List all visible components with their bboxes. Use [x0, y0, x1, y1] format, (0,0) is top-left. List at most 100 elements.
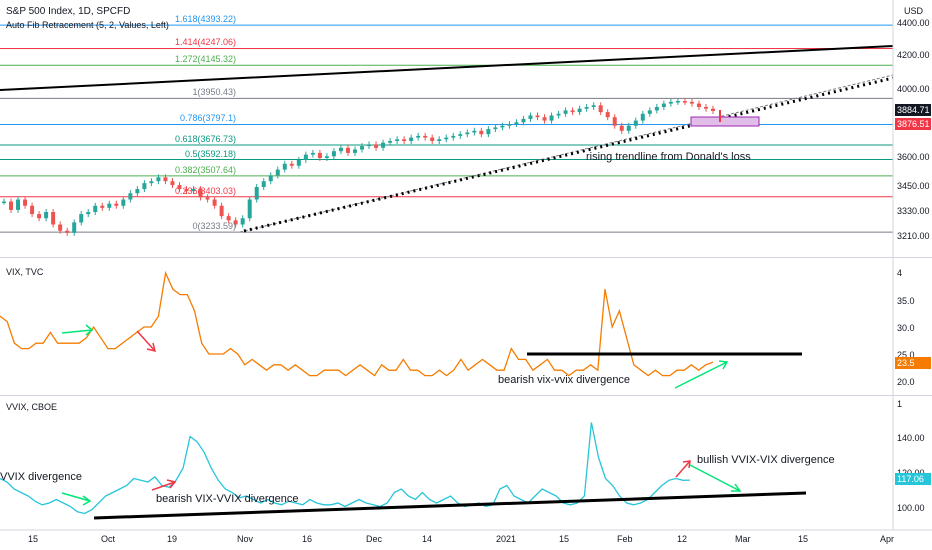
chart-title[interactable]: S&P 500 Index, 1D, SPCFD: [6, 6, 131, 17]
fib-label-5: 0.618(3676.73): [174, 133, 236, 144]
vix-annotations: [61, 324, 802, 389]
candle: [156, 177, 161, 182]
vix-red-arrow: [136, 330, 156, 352]
candle: [254, 187, 259, 200]
trendline-note[interactable]: rising trendline from Donald's loss: [586, 151, 751, 163]
candle: [23, 199, 28, 206]
candle: [261, 181, 266, 187]
vvix-support-line[interactable]: [93, 491, 807, 520]
vix-pane-title[interactable]: VIX, TVC: [6, 267, 44, 277]
vix-axis-label[interactable]: 20.0: [897, 377, 915, 387]
vvix-axis-label[interactable]: 1: [897, 399, 903, 409]
time-axis-label[interactable]: Nov: [237, 534, 254, 544]
vvix-bearish-note[interactable]: bearish VIX-VVIX divergence: [156, 493, 299, 505]
vvix-green-arrowhead-2: [731, 483, 742, 492]
candle: [331, 151, 336, 157]
indicator-label[interactable]: Auto Fib Retracement (5, 2, Values, Left…: [6, 20, 169, 30]
time-axis-label[interactable]: 15: [28, 534, 39, 544]
candle: [324, 156, 329, 158]
price-axis-label[interactable]: 4200.00: [897, 50, 930, 60]
price-axis-label[interactable]: 4000.00: [897, 84, 930, 94]
candle: [142, 183, 147, 190]
time-axis-label[interactable]: Oct: [101, 534, 116, 544]
time-axis-label[interactable]: 15: [798, 534, 809, 544]
long-trendline[interactable]: [0, 45, 894, 91]
candle: [107, 203, 112, 208]
candle: [542, 117, 547, 121]
vvix-axis-label[interactable]: 140.00: [897, 433, 925, 443]
candle: [268, 175, 273, 182]
candle: [549, 115, 554, 121]
candle: [626, 125, 631, 131]
vix-axis-label[interactable]: 4: [897, 268, 903, 278]
fib-label-0: 1.618(4393.22): [174, 14, 236, 25]
price-axis-label[interactable]: 3210.00: [897, 231, 930, 241]
candle: [598, 105, 603, 113]
time-axis-label[interactable]: 16: [302, 534, 313, 544]
time-axis-label[interactable]: 12: [677, 534, 688, 544]
pane-separator-1[interactable]: [0, 257, 932, 258]
candle: [345, 147, 350, 153]
time-axis-label[interactable]: Feb: [617, 534, 633, 544]
fib-label-4: 0.786(3797.1): [179, 113, 236, 124]
currency-label[interactable]: USD: [904, 6, 924, 16]
candle: [37, 214, 42, 219]
candle: [451, 135, 456, 138]
candle: [240, 218, 245, 225]
vvix-bullish-note[interactable]: bullish VVIX-VIX divergence: [697, 454, 835, 466]
vvix-green-arrow-2: [689, 464, 741, 492]
candle: [275, 169, 280, 176]
fib-label-6: 0.5(3592.18): [184, 148, 236, 159]
highlight-box[interactable]: [690, 116, 760, 127]
candle: [310, 152, 315, 155]
vvix-pane-title[interactable]: VVIX, CBOE: [6, 402, 58, 412]
vix-axis-label[interactable]: 35.0: [897, 296, 915, 306]
vix-axis-label[interactable]: 30.0: [897, 323, 915, 333]
candle: [338, 147, 343, 152]
time-axis-label[interactable]: 14: [422, 534, 433, 544]
vix-divergence-note[interactable]: bearish vix-vvix divergence: [498, 374, 631, 386]
price-axis-label[interactable]: 4400.00: [897, 18, 930, 28]
candle: [2, 201, 6, 204]
candle: [303, 154, 308, 160]
time-axis-label[interactable]: Apr: [880, 534, 895, 544]
candle: [577, 108, 582, 113]
candle: [696, 103, 701, 107]
price-axis-label[interactable]: 3600.00: [897, 152, 930, 162]
candle: [619, 125, 624, 131]
price-axis-label[interactable]: 3330.00: [897, 206, 930, 216]
candle: [205, 197, 210, 200]
candle: [633, 120, 638, 126]
candle: [282, 163, 287, 170]
time-axis-label[interactable]: 2021: [496, 534, 517, 544]
candle: [423, 135, 428, 138]
time-axis-label[interactable]: Dec: [366, 534, 383, 544]
vix-line: [0, 270, 714, 377]
time-axis-label[interactable]: 19: [167, 534, 178, 544]
fib-label-1: 1.414(4247.06): [174, 37, 236, 48]
vvix-left-note[interactable]: VVIX divergence: [0, 471, 82, 483]
time-axis-label[interactable]: 15: [559, 534, 570, 544]
candle: [114, 203, 119, 206]
time-axis-label[interactable]: Mar: [735, 534, 751, 544]
vix-series-line[interactable]: [0, 270, 714, 377]
pane-separator-2[interactable]: [0, 395, 932, 396]
candle: [149, 181, 154, 184]
candle: [289, 163, 294, 166]
candle: [465, 132, 470, 135]
vvix-axis-label[interactable]: 100.00: [897, 503, 925, 513]
price-badge-0: 3884.71: [895, 104, 931, 116]
price-axis-label[interactable]: 3450.00: [897, 181, 930, 191]
candle: [661, 103, 666, 107]
candle: [570, 110, 575, 113]
rising-trendline[interactable]: [243, 76, 894, 233]
candle: [247, 199, 252, 219]
vvix-series-line[interactable]: [0, 422, 691, 515]
candle: [711, 108, 715, 111]
vix-axis-label[interactable]: 25.0: [897, 350, 915, 360]
vix-red-arrowhead: [146, 342, 157, 353]
fib-label-3: 1(3950.43): [192, 87, 236, 98]
candle: [675, 101, 680, 103]
candle: [689, 101, 694, 104]
